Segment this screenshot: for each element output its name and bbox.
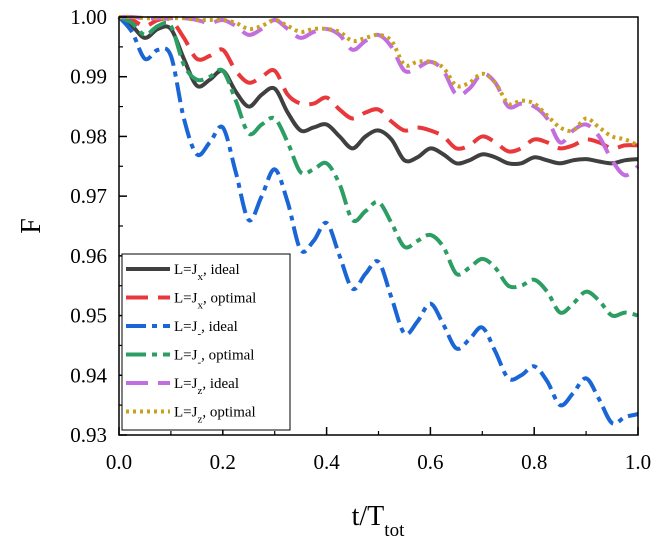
y-axis-title: F xyxy=(16,218,47,234)
x-tick-label: 0.8 xyxy=(521,450,547,474)
legend: L=Jx, ideal L=Jx, optimal L=J-, ideal L=J-,… xyxy=(121,253,291,431)
series-line-4 xyxy=(118,15,639,319)
legend-label-4: L=J-, optimal xyxy=(174,348,254,369)
series-layer xyxy=(117,14,640,426)
legend-label-5: L=Jz, ideal xyxy=(174,376,239,397)
y-tick-label: 0.98 xyxy=(70,124,107,148)
series-line-2 xyxy=(118,15,639,154)
legend-label-6: L=Jz, optimal xyxy=(174,405,256,426)
series-line-3 xyxy=(117,15,639,426)
legend-label-3: L=J-, ideal xyxy=(174,319,238,340)
x-tick-label: 0.4 xyxy=(313,450,340,474)
y-tick-label: 0.96 xyxy=(70,244,107,268)
x-axis-title: t/Ttot xyxy=(352,501,405,539)
series-line-6 xyxy=(118,14,639,148)
x-tick-label: 0.0 xyxy=(106,450,132,474)
x-tick-label: 0.6 xyxy=(417,450,443,474)
y-tick-label: 0.94 xyxy=(70,363,107,387)
legend-label-1: L=Jx, ideal xyxy=(174,262,240,283)
y-tick-label: 0.95 xyxy=(70,304,107,328)
legend-label-2: L=Jx, optimal xyxy=(174,291,256,312)
y-tick-label: 0.97 xyxy=(70,184,107,208)
x-tick-label: 1.0 xyxy=(625,450,651,474)
series-line-5 xyxy=(118,14,640,178)
y-tick-label: 1.00 xyxy=(70,5,107,29)
axis-ticks: 0.0 0.2 0.4 0.6 0.8 1.0 0.93 0.94 0.95 0.96 0.97 0.… xyxy=(70,5,651,474)
x-axis-subscript: tot xyxy=(384,520,405,539)
y-tick-label: 0.93 xyxy=(70,423,107,447)
series-line-1 xyxy=(117,15,639,167)
legend-box xyxy=(121,253,291,431)
y-tick-label: 0.99 xyxy=(70,65,107,89)
x-tick-label: 0.2 xyxy=(210,450,236,474)
